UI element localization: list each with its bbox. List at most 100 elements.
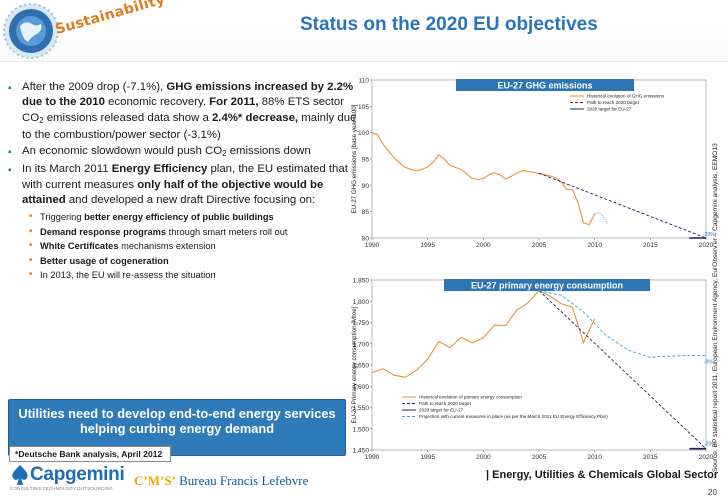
- square-bullet-icon: ▪: [8, 83, 12, 94]
- text-run: mainly due to the combustion/power secto…: [22, 111, 357, 141]
- annotation-label: -20%: [704, 442, 716, 448]
- x-tick-label: 2005: [532, 454, 547, 461]
- text-run: An economic slowdown would push CO: [22, 145, 223, 158]
- legend-label: 2020 target for EU-27: [419, 408, 464, 413]
- source-text: Source: BP statistical report 2011, Euro…: [712, 143, 719, 472]
- x-tick-label: 1995: [420, 242, 435, 249]
- sub-bullet-item: • Triggering better energy efficiency of …: [8, 210, 358, 225]
- legend-label: Historical evolution of GHG emissions: [587, 94, 665, 99]
- annotation-label: -20%: [703, 232, 715, 238]
- text-run: 2: [222, 149, 227, 159]
- text-run: economic recovery.: [104, 96, 210, 109]
- bullet-item: ▪ In its March 2011 Energy Efficiency pla…: [8, 162, 358, 208]
- dot-bullet-icon: •: [29, 211, 33, 223]
- footer: Capgemini CONSULTING.TECHNOLOGY.OUTSOURC…: [0, 462, 728, 504]
- bullet-item: ▪ An economic slowdown would push CO2 emi…: [8, 144, 358, 161]
- x-tick-label: 1990: [365, 242, 380, 249]
- text-run: emissions down: [226, 145, 311, 158]
- text-run: Demand response programs: [40, 226, 167, 237]
- square-bullet-icon: ▪: [8, 165, 12, 177]
- series-line-1: [538, 290, 707, 450]
- globe-logo-icon: [3, 3, 59, 59]
- square-bullet-icon: ▪: [8, 147, 12, 159]
- capgemini-spade-icon: [12, 465, 28, 485]
- dot-bullet-icon: •: [29, 254, 33, 266]
- text-run: White Certificates: [40, 241, 119, 252]
- chart-title-bar: [456, 79, 634, 91]
- text-run: plan, the EU estimated that with current…: [22, 163, 348, 191]
- text-run: emissions released data show a: [43, 111, 212, 124]
- y-axis-label: EU-27 Primary energy consumption [Mtoe]: [351, 306, 358, 423]
- y-tick-label: 110: [358, 78, 369, 85]
- series-line-3: [538, 290, 706, 358]
- series-line-0: [371, 289, 596, 378]
- y-tick-label: 95: [362, 157, 370, 164]
- series-line-0: [371, 132, 596, 226]
- x-tick-label: 2020: [699, 242, 714, 249]
- page-number: 20: [708, 488, 717, 497]
- x-tick-label: 1995: [420, 454, 435, 461]
- y-tick-label: 1,650: [352, 363, 369, 370]
- x-tick-label: 2005: [532, 242, 547, 249]
- capgemini-logo: Capgemini CONSULTING.TECHNOLOGY.OUTSOURC…: [10, 464, 125, 491]
- page-title: Status on the 2020 EU objectives: [300, 14, 598, 35]
- text-run: and developed a new draft Directive focu…: [65, 194, 316, 207]
- legend-label: 2020 target for EU-27: [587, 107, 632, 112]
- x-tick-label: 2015: [643, 454, 658, 461]
- y-tick-label: 1,750: [352, 320, 369, 327]
- text-run: In its March 2011: [22, 163, 112, 176]
- footnote: *Deutsche Bank analysis, April 2012: [9, 446, 171, 462]
- dot-bullet-icon: •: [29, 225, 33, 237]
- text-run: Triggering: [40, 212, 85, 223]
- chart-title: EU-27 primary energy consumption: [471, 281, 623, 291]
- y-tick-label: 100: [358, 130, 369, 137]
- plot-area: [371, 79, 707, 239]
- legend-label: Historical evolution of primary energy c…: [419, 395, 522, 400]
- text-run: 88% ETS sector CO: [22, 96, 345, 124]
- plot-area: [371, 279, 707, 451]
- text-run: In 2013, the EU will re-assess the situa…: [40, 270, 216, 281]
- x-tick-label: 2010: [587, 242, 602, 249]
- chart-title: EU-27 GHG emissions: [497, 81, 592, 91]
- legend-label: Projection with current measures in plac…: [419, 414, 608, 419]
- chart-title-bar: [444, 279, 650, 291]
- cms-logo: C’M’S’ Bureau Francis Lefebvre: [134, 473, 308, 489]
- text-run: only half of the objective would be atta…: [22, 178, 324, 207]
- cms-name: Bureau Francis Lefebvre: [179, 473, 309, 488]
- header-band: Sustainability Status on the 2020 EU obj…: [0, 0, 728, 62]
- capgemini-wordmark: Capgemini: [30, 464, 125, 485]
- y-tick-label: 1,450: [352, 448, 369, 455]
- y-tick-label: 1,550: [352, 405, 369, 412]
- y-axis-label: EU-27 GHG emissions [base year=100]: [351, 104, 358, 213]
- text-run: For 2011,: [209, 96, 259, 109]
- text-run: Energy Efficiency: [111, 163, 208, 176]
- sustainability-badge: Sustainability: [53, 0, 167, 39]
- callout-text: Utilities need to develop end-to-end ene…: [18, 406, 336, 436]
- x-tick-label: 2000: [476, 242, 491, 249]
- y-tick-label: 1,850: [352, 278, 369, 285]
- text-run: GHG emissions increased by 2.2% due to t…: [22, 81, 354, 109]
- y-tick-label: 105: [358, 104, 369, 111]
- x-tick-label: 2020: [699, 454, 714, 461]
- dot-bullet-icon: •: [29, 269, 33, 281]
- source-note: Source: BP statistical report 2011, Euro…: [712, 143, 719, 472]
- capgemini-tagline: CONSULTING.TECHNOLOGY.OUTSOURCING: [10, 486, 113, 491]
- sub-bullet-item: • Better usage of cogeneration: [8, 254, 358, 269]
- text-run: better energy efficiency of public build…: [84, 212, 274, 223]
- callout-box: Utilities need to develop end-to-end ene…: [8, 399, 346, 456]
- y-tick-label: 90: [362, 183, 370, 190]
- bullet-item: ▪ After the 2009 drop (-7.1%), GHG emissi…: [8, 80, 358, 143]
- text-run: Better usage of cogeneration: [40, 255, 169, 266]
- x-tick-label: 2000: [476, 454, 491, 461]
- legend-label: Path to reach 2020 target: [419, 401, 472, 406]
- text-run: through smart meters roll out: [166, 226, 288, 237]
- x-tick-label: 2010: [587, 454, 602, 461]
- x-tick-label: 2015: [643, 242, 658, 249]
- y-tick-label: 1,700: [352, 341, 369, 348]
- cms-symbol: C’M’S’: [134, 473, 176, 488]
- text-run: 2: [39, 115, 44, 125]
- y-tick-label: 1,800: [352, 299, 369, 306]
- charts-panel: EU-27 GHG emissions 80 85 90 95 100 105 110 1990…: [351, 78, 716, 462]
- sector-label: | Energy, Utilities & Chemicals Global S…: [486, 469, 719, 481]
- y-tick-label: 1,500: [352, 426, 369, 433]
